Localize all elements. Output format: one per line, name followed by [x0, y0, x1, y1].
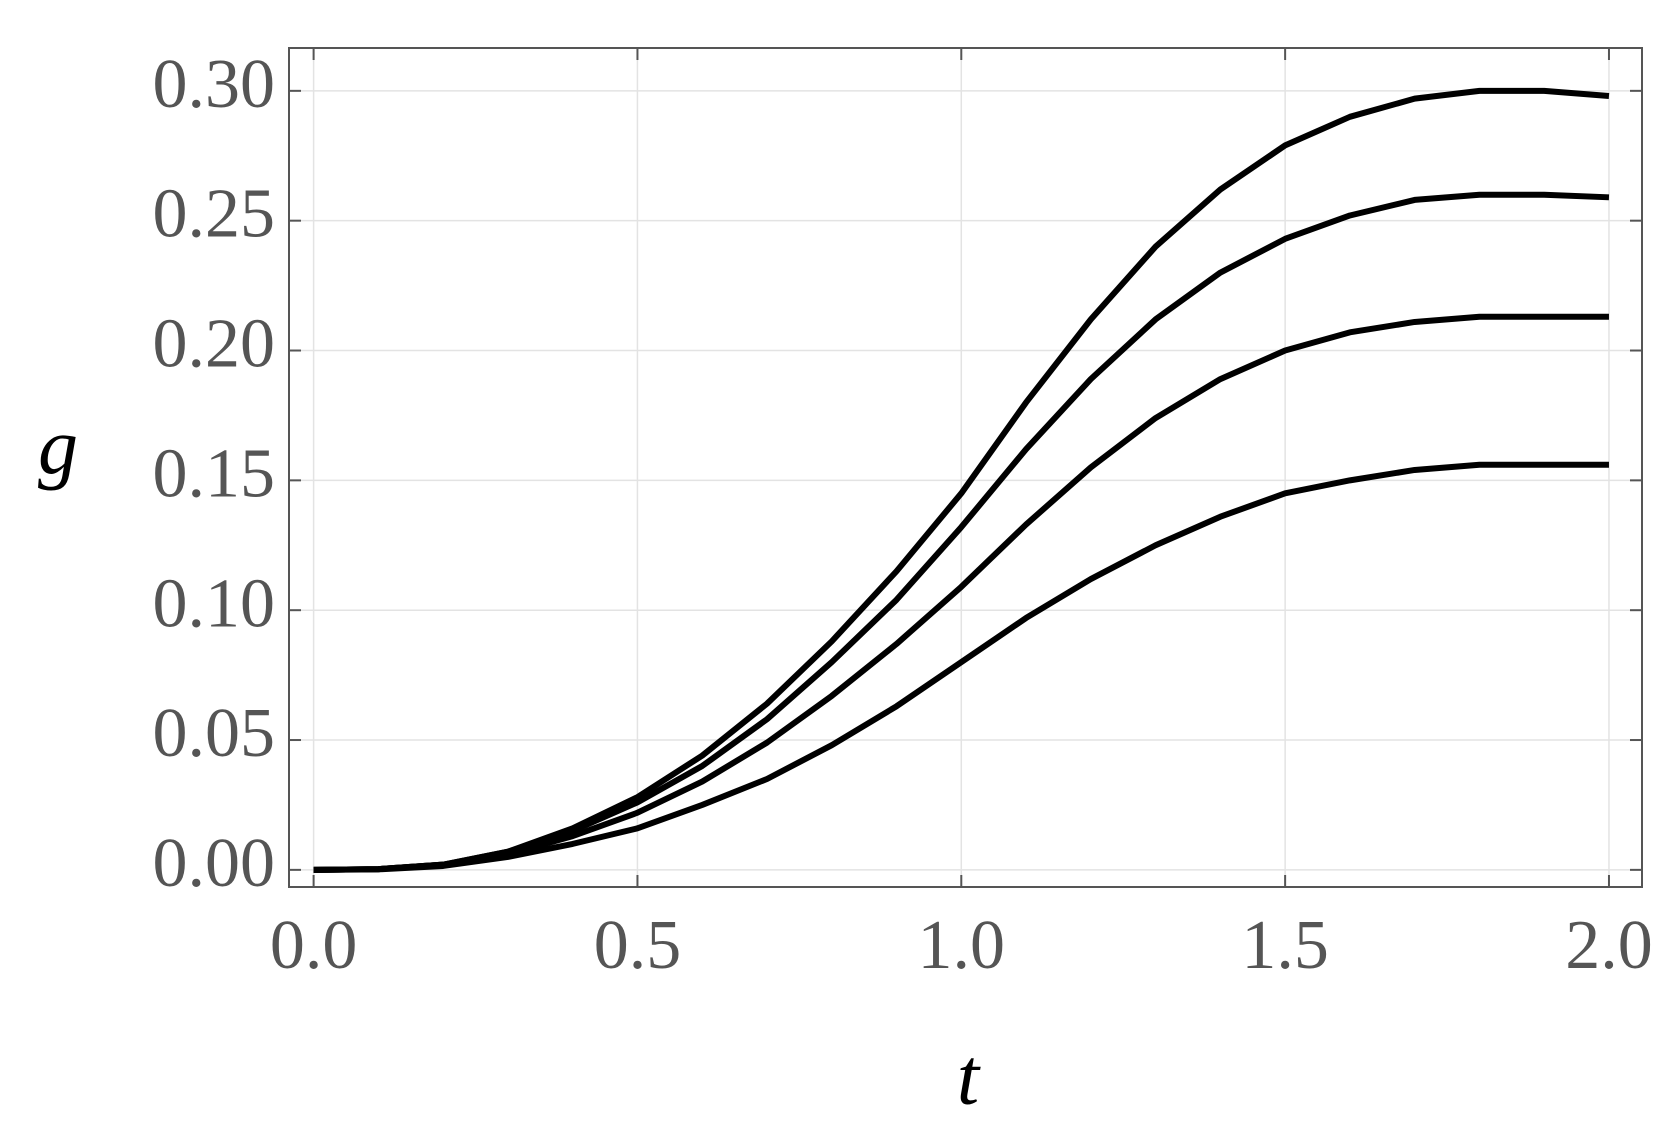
x-tick-label: 0.0	[270, 907, 358, 984]
line-series	[313, 191, 1610, 873]
line-series	[313, 461, 1609, 873]
plot-frame	[288, 47, 1643, 888]
y-tick-label: 0.00	[153, 825, 276, 902]
y-tick-label: 0.30	[153, 46, 276, 123]
x-tick-label: 2.0	[1565, 907, 1653, 984]
x-tick-label: 1.0	[918, 907, 1006, 984]
y-tick-label: 0.20	[153, 306, 276, 383]
y-tick-label: 0.10	[153, 565, 276, 642]
y-tick-label: 0.05	[153, 695, 276, 772]
y-tick-label: 0.25	[153, 176, 276, 253]
x-tick-label: 0.5	[594, 907, 682, 984]
y-tick-label: 0.15	[153, 435, 276, 512]
x-tick-label: 1.5	[1241, 907, 1329, 984]
y-axis-label: g	[38, 403, 78, 491]
line-series	[313, 313, 1609, 873]
x-axis-label: t	[957, 1033, 981, 1121]
